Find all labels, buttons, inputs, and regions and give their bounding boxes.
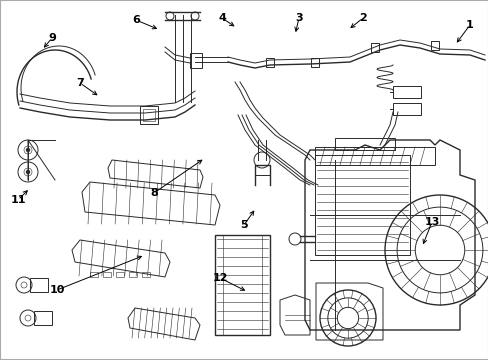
Text: 3: 3 xyxy=(295,13,302,23)
Text: 12: 12 xyxy=(212,273,227,283)
Bar xyxy=(90,272,98,277)
Bar xyxy=(140,106,158,124)
Text: 10: 10 xyxy=(49,285,64,295)
Bar xyxy=(265,58,273,67)
Text: 5: 5 xyxy=(240,220,247,230)
Text: 6: 6 xyxy=(132,15,140,25)
Text: 8: 8 xyxy=(150,188,158,198)
Bar xyxy=(129,272,137,277)
Text: 9: 9 xyxy=(48,33,56,43)
Bar xyxy=(430,41,438,50)
Bar xyxy=(215,235,269,335)
Bar xyxy=(142,109,155,121)
Circle shape xyxy=(26,171,29,174)
Bar xyxy=(142,272,150,277)
Bar xyxy=(392,86,420,98)
Text: 7: 7 xyxy=(76,78,84,88)
Bar xyxy=(116,272,124,277)
Bar xyxy=(334,138,394,150)
Bar xyxy=(314,155,409,255)
Bar xyxy=(392,103,420,115)
Bar xyxy=(310,58,318,67)
Bar xyxy=(370,43,378,52)
Text: 11: 11 xyxy=(10,195,26,205)
Bar xyxy=(103,272,111,277)
Bar xyxy=(314,147,434,165)
Text: 13: 13 xyxy=(424,217,439,227)
Circle shape xyxy=(26,148,29,152)
Text: 2: 2 xyxy=(358,13,366,23)
Bar xyxy=(190,53,202,68)
Text: 1: 1 xyxy=(465,20,473,30)
Text: 4: 4 xyxy=(218,13,225,23)
